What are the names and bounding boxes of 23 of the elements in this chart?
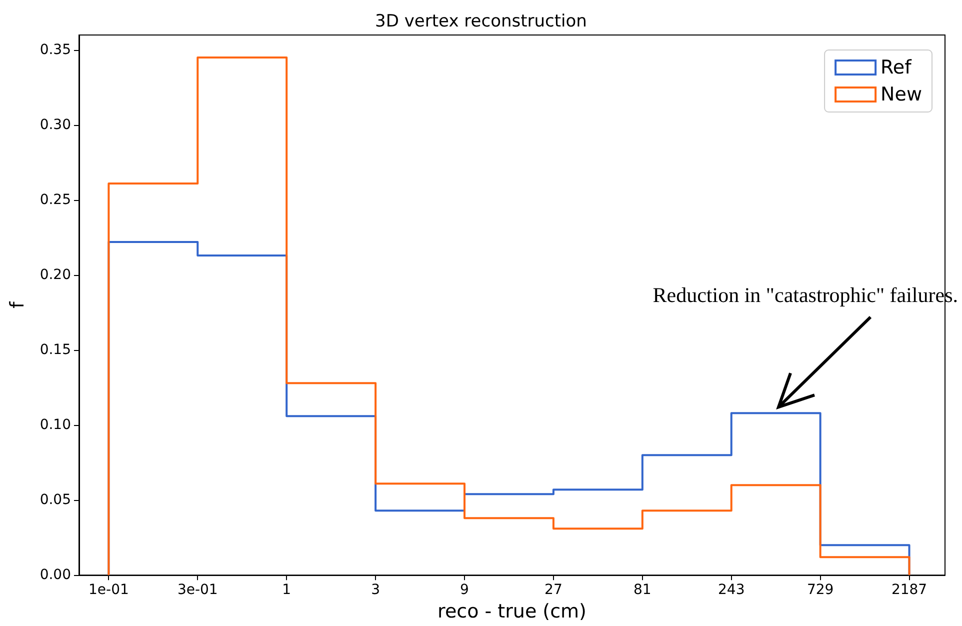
y-tick-label: 0.30 bbox=[40, 117, 71, 134]
x-tick-label: 2187 bbox=[891, 582, 928, 598]
x-axis-title: reco - true (cm) bbox=[438, 600, 586, 622]
y-tick-label: 0.10 bbox=[40, 417, 71, 434]
x-tick-label: 81 bbox=[634, 582, 652, 598]
y-tick-label: 0.35 bbox=[40, 42, 71, 58]
x-tick-label: 729 bbox=[806, 582, 834, 598]
x-tick-label: 9 bbox=[460, 582, 469, 598]
x-tick-label: 3 bbox=[371, 582, 380, 598]
legend-label: New bbox=[880, 84, 922, 106]
x-tick-label: 1e-01 bbox=[88, 582, 129, 598]
y-axis-title: f bbox=[6, 300, 28, 308]
chart-title: 3D vertex reconstruction bbox=[375, 12, 587, 32]
y-tick-label: 0.05 bbox=[40, 492, 71, 508]
y-tick-label: 0.25 bbox=[40, 192, 71, 208]
x-tick-label: 1 bbox=[282, 582, 292, 598]
x-tick-label: 243 bbox=[718, 582, 745, 598]
x-tick-label: 3e-01 bbox=[177, 582, 218, 598]
legend-label: Ref bbox=[880, 56, 913, 78]
x-tick-label: 27 bbox=[544, 582, 562, 598]
y-tick-label: 0.15 bbox=[40, 342, 71, 358]
y-tick-label: 0.00 bbox=[40, 567, 71, 584]
y-tick-label: 0.20 bbox=[40, 267, 71, 284]
